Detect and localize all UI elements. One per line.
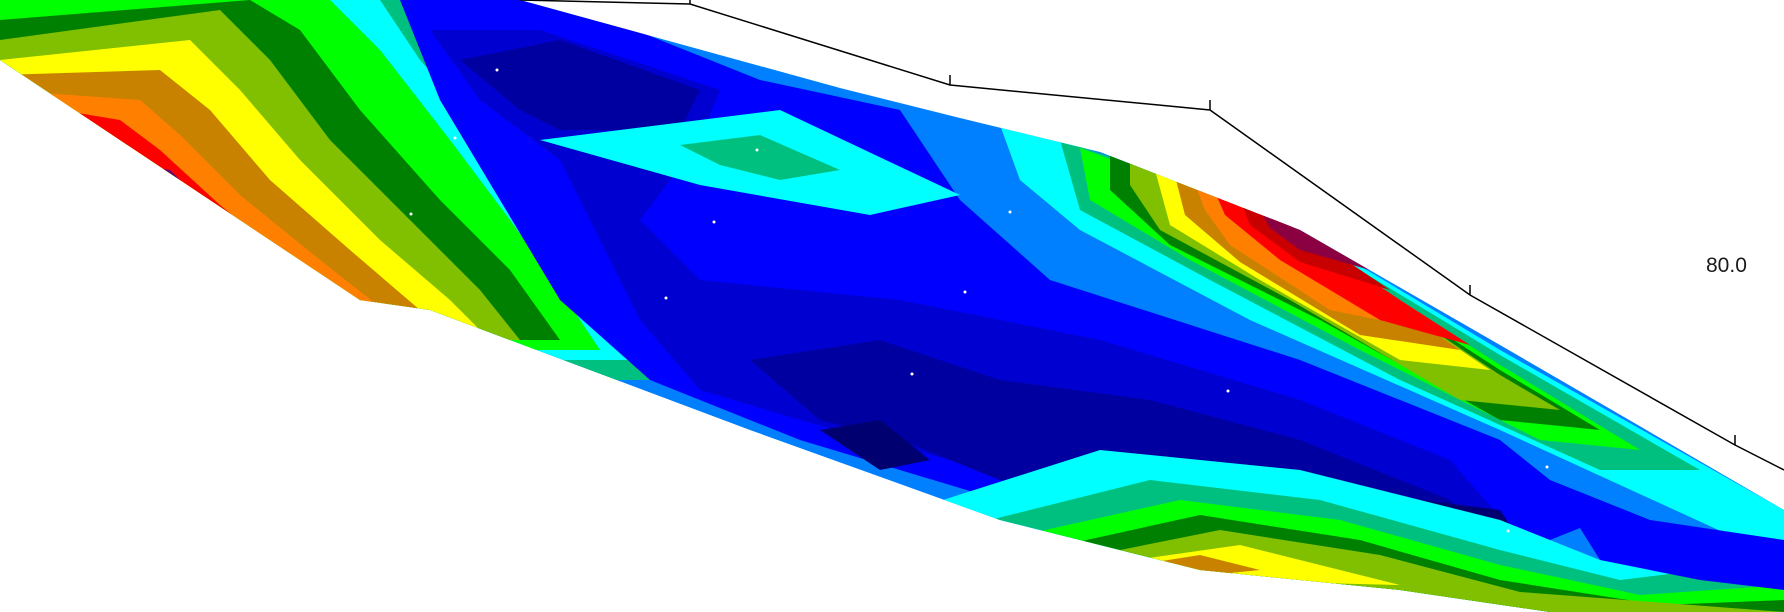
data-point bbox=[409, 212, 413, 216]
contour-band-center-3 bbox=[460, 40, 700, 130]
data-point bbox=[755, 148, 759, 152]
depth-axis-label: 80.0 bbox=[1706, 254, 1747, 277]
contour-band-teal-1 bbox=[680, 135, 840, 180]
data-point bbox=[1545, 465, 1549, 469]
contour-band-br-1 bbox=[1550, 480, 1784, 590]
data-point bbox=[910, 372, 914, 376]
data-point bbox=[453, 136, 457, 140]
data-point bbox=[712, 220, 716, 224]
data-point bbox=[1226, 389, 1230, 393]
contour-band-center-2 bbox=[430, 30, 1520, 540]
data-point bbox=[495, 68, 499, 72]
contour-band-center-5 bbox=[820, 420, 930, 470]
data-point bbox=[963, 290, 967, 294]
data-point bbox=[1008, 210, 1012, 214]
data-point-group bbox=[409, 68, 1549, 533]
data-point bbox=[1506, 529, 1510, 533]
data-point bbox=[664, 296, 668, 300]
